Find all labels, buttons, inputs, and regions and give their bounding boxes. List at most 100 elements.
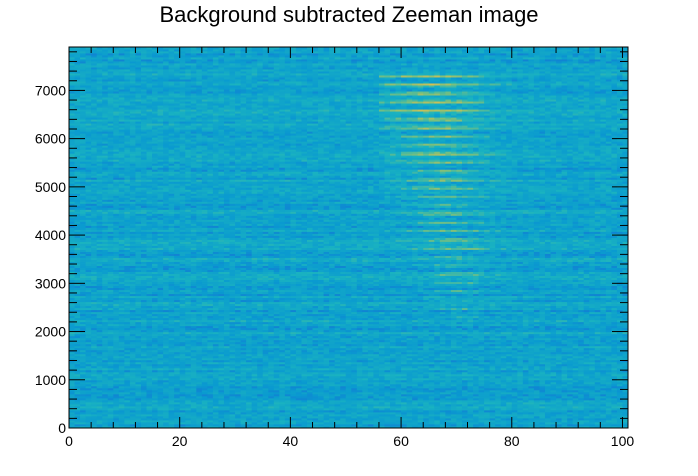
heatmap-cell xyxy=(478,419,485,423)
heatmap-cell xyxy=(401,383,408,387)
heatmap-cell xyxy=(80,395,86,399)
heatmap-cell xyxy=(306,353,313,357)
heatmap-cell xyxy=(528,349,535,353)
heatmap-cell xyxy=(257,375,264,379)
heatmap-cell xyxy=(500,421,507,425)
heatmap-cell xyxy=(69,373,75,377)
heatmap-cell xyxy=(445,367,452,371)
heatmap-cell xyxy=(163,363,170,367)
heatmap-cell xyxy=(533,393,540,397)
heatmap-cell xyxy=(401,381,408,385)
heatmap-cell xyxy=(412,403,419,407)
heatmap-cell xyxy=(279,419,286,423)
heatmap-cell xyxy=(146,419,153,423)
heatmap-cell xyxy=(528,345,535,349)
heatmap-cell xyxy=(240,369,247,373)
heatmap-cell xyxy=(351,349,358,353)
heatmap-cell xyxy=(594,339,601,343)
heatmap-cell xyxy=(251,387,258,391)
heatmap-cell xyxy=(323,335,330,339)
heatmap-cell xyxy=(235,425,241,428)
heatmap-cell xyxy=(107,395,114,399)
heatmap-cell xyxy=(506,385,513,389)
heatmap-cell xyxy=(550,375,557,379)
heatmap-cell xyxy=(473,405,479,409)
heatmap-cell xyxy=(135,425,142,428)
heatmap-cell xyxy=(461,385,468,389)
heatmap-cell xyxy=(334,375,341,379)
heatmap-cell xyxy=(212,409,219,413)
heatmap-cell xyxy=(367,407,374,411)
heatmap-cell xyxy=(473,411,479,415)
heatmap-cell xyxy=(80,379,86,383)
heatmap-cell xyxy=(384,341,391,345)
heatmap-cell xyxy=(600,367,607,371)
heatmap-cell xyxy=(334,345,341,349)
heatmap-cell xyxy=(74,419,81,423)
heatmap-cell xyxy=(323,409,330,413)
heatmap-cell xyxy=(179,401,186,405)
heatmap-cell xyxy=(594,361,601,365)
heatmap-cell xyxy=(190,395,197,399)
heatmap-cell xyxy=(572,337,579,341)
heatmap-cell xyxy=(323,401,330,405)
heatmap-cell xyxy=(201,389,208,393)
heatmap-cell xyxy=(323,367,330,371)
heatmap-cell xyxy=(351,359,358,363)
heatmap-cell xyxy=(168,413,175,417)
heatmap-cell xyxy=(129,405,136,409)
heatmap-cell xyxy=(323,397,330,401)
heatmap-cell xyxy=(157,345,164,349)
heatmap-cell xyxy=(511,341,518,345)
heatmap-cell xyxy=(605,409,612,413)
heatmap-cell xyxy=(550,409,557,413)
heatmap-cell xyxy=(146,347,153,351)
heatmap-cell xyxy=(439,339,446,343)
heatmap-cell xyxy=(240,353,247,357)
heatmap-cell xyxy=(600,347,607,351)
heatmap-cell xyxy=(556,397,562,401)
heatmap-cell xyxy=(428,337,435,341)
heatmap-cell xyxy=(484,335,491,339)
heatmap-cell xyxy=(528,395,535,399)
heatmap-cell xyxy=(533,399,540,403)
heatmap-cell xyxy=(356,341,363,345)
heatmap-cell xyxy=(544,415,551,419)
heatmap-cell xyxy=(500,347,507,351)
heatmap-cell xyxy=(594,405,601,409)
heatmap-cell xyxy=(235,389,241,393)
heatmap-cell xyxy=(461,341,468,345)
heatmap-cell xyxy=(152,399,158,403)
heatmap-cell xyxy=(439,397,446,401)
heatmap-cell xyxy=(412,357,419,361)
heatmap-cell xyxy=(301,383,308,387)
heatmap-cell xyxy=(522,367,529,371)
heatmap-cell xyxy=(124,351,131,355)
heatmap-cell xyxy=(218,397,225,401)
heatmap-cell xyxy=(572,377,579,381)
heatmap-cell xyxy=(334,373,341,377)
heatmap-cell xyxy=(179,367,186,371)
heatmap-cell xyxy=(434,333,441,337)
heatmap-cell xyxy=(235,355,241,359)
heatmap-cell xyxy=(196,413,203,417)
heatmap-cell xyxy=(163,379,170,383)
heatmap-cell xyxy=(229,357,236,361)
heatmap-cell xyxy=(500,405,507,409)
heatmap-cell xyxy=(290,403,297,407)
heatmap-cell xyxy=(229,421,236,425)
heatmap-cell xyxy=(622,367,628,371)
heatmap-cell xyxy=(334,409,341,413)
heatmap-cell xyxy=(561,387,568,391)
heatmap-cell xyxy=(129,385,136,389)
heatmap-cell xyxy=(417,425,424,428)
heatmap-cell xyxy=(306,373,313,377)
heatmap-cell xyxy=(384,421,391,425)
heatmap-cell xyxy=(517,337,524,341)
heatmap-cell xyxy=(273,359,280,363)
heatmap-cell xyxy=(428,419,435,423)
heatmap-cell xyxy=(616,385,623,389)
heatmap-cell xyxy=(456,363,463,367)
heatmap-cell xyxy=(522,341,529,345)
heatmap-cell xyxy=(395,367,402,371)
